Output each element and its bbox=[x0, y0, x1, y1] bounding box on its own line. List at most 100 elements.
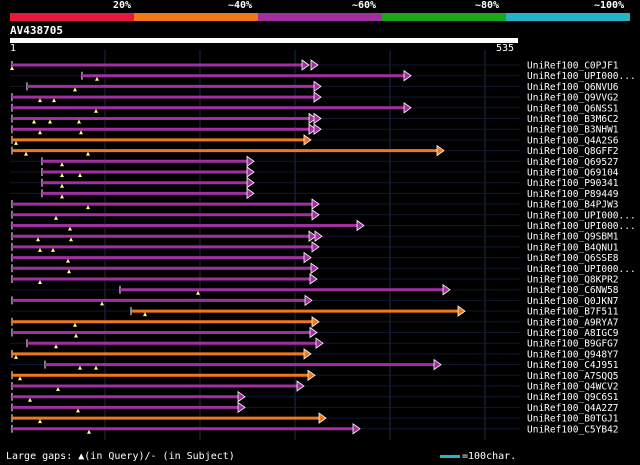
alignment-row[interactable]: UniRef100_Q8GFF2 bbox=[10, 144, 619, 158]
query-gap-marker-icon bbox=[78, 173, 82, 177]
hit-accession-link[interactable]: UniRef100_C6NW58 bbox=[527, 285, 619, 296]
alignment-row[interactable]: UniRef100_B3M6C2 bbox=[10, 112, 619, 126]
query-gap-marker-icon bbox=[94, 108, 98, 113]
hit-accession-link[interactable]: UniRef100_B9GFG7 bbox=[527, 339, 619, 350]
alignment-row[interactable]: UniRef100_C4J951 bbox=[10, 358, 619, 372]
alignment-row[interactable]: UniRef100_B4PJW3 bbox=[10, 198, 619, 211]
alignment-row[interactable]: UniRef100_Q0JKN7 bbox=[10, 294, 619, 307]
query-gap-marker-icon bbox=[78, 365, 82, 370]
query-gap-marker-icon bbox=[100, 301, 104, 306]
query-gap-marker-icon bbox=[38, 130, 42, 135]
hit-end-arrow-icon bbox=[246, 187, 255, 200]
alignment-row[interactable]: UniRef100_Q948Y7 bbox=[10, 348, 619, 361]
alignment-row[interactable]: UniRef100_Q4WCV2 bbox=[10, 380, 619, 393]
alignment-row[interactable]: UniRef100_Q9C6S1 bbox=[10, 390, 619, 404]
alignment-row[interactable]: UniRef100_UPI000... bbox=[10, 209, 636, 222]
alignment-row[interactable]: UniRef100_B0TGJ1 bbox=[10, 412, 619, 425]
alignment-row[interactable]: UniRef100_A8IGC9 bbox=[10, 326, 619, 340]
hit-end-arrow-icon bbox=[246, 166, 255, 178]
hit-accession-link[interactable]: UniRef100_B3M6C2 bbox=[527, 114, 619, 125]
alignment-row[interactable]: UniRef100_C6NW58 bbox=[10, 283, 619, 297]
alignment-row[interactable]: UniRef100_C5YB42 bbox=[10, 423, 619, 436]
hit-accession-link[interactable]: UniRef100_B0TGJ1 bbox=[527, 414, 619, 425]
query-gap-marker-icon bbox=[54, 215, 58, 220]
alignment-row[interactable]: UniRef100_B4QNU1 bbox=[10, 241, 619, 254]
query-gap-marker-icon bbox=[38, 98, 42, 103]
alignment-row[interactable]: UniRef100_P89449 bbox=[10, 187, 619, 200]
hit-accession-link[interactable]: UniRef100_Q6NSS1 bbox=[527, 103, 619, 114]
alignment-row[interactable]: UniRef100_A9RYA7 bbox=[10, 316, 619, 329]
hit-accession-link[interactable]: UniRef100_B4QNU1 bbox=[527, 242, 619, 253]
hit-accession-link[interactable]: UniRef100_UPI000... bbox=[527, 221, 636, 232]
hit-accession-link[interactable]: UniRef100_C0PJF1 bbox=[527, 61, 619, 72]
hit-accession-link[interactable]: UniRef100_B4PJW3 bbox=[527, 200, 619, 211]
hit-accession-link[interactable]: UniRef100_Q6NVU6 bbox=[527, 82, 619, 93]
identity-color-bar bbox=[10, 13, 630, 21]
hit-end-arrow-icon bbox=[310, 262, 319, 275]
query-gap-marker-icon bbox=[51, 247, 55, 252]
alignment-row[interactable]: UniRef100_B7F511 bbox=[10, 305, 619, 318]
hit-accession-link[interactable]: UniRef100_UPI000... bbox=[527, 210, 636, 221]
query-gap-marker-icon bbox=[14, 354, 18, 359]
alignment-row[interactable]: UniRef100_Q4A2S6 bbox=[10, 134, 619, 147]
hit-accession-link[interactable]: UniRef100_B3NHW1 bbox=[527, 125, 619, 136]
hit-accession-link[interactable]: UniRef100_Q8KPR2 bbox=[527, 275, 619, 286]
alignment-row[interactable]: UniRef100_Q69527 bbox=[10, 155, 619, 168]
hit-accession-link[interactable]: UniRef100_A8IGC9 bbox=[527, 328, 619, 339]
alignment-row[interactable]: UniRef100_Q6NSS1 bbox=[10, 102, 619, 115]
query-gap-marker-icon bbox=[10, 66, 14, 70]
alignment-row[interactable]: UniRef100_B9GFG7 bbox=[10, 337, 619, 350]
hit-accession-link[interactable]: UniRef100_UPI000... bbox=[527, 264, 636, 275]
hit-accession-link[interactable]: UniRef100_Q0JKN7 bbox=[527, 296, 619, 307]
alignment-row[interactable]: UniRef100_A7SQQ5 bbox=[10, 369, 619, 382]
hit-accession-link[interactable]: UniRef100_Q9C6S1 bbox=[527, 392, 619, 403]
hit-end-arrow-icon bbox=[313, 91, 322, 103]
hit-accession-link[interactable]: UniRef100_Q6SSE8 bbox=[527, 253, 619, 264]
alignment-row[interactable]: UniRef100_Q9SBM1 bbox=[10, 230, 619, 243]
hit-end-arrow-icon bbox=[356, 219, 365, 232]
legend-segment-orange bbox=[134, 13, 258, 21]
alignment-row[interactable]: UniRef100_Q9VVG2 bbox=[10, 91, 619, 104]
alignment-row[interactable]: UniRef100_Q69104 bbox=[10, 166, 619, 179]
hit-accession-link[interactable]: UniRef100_Q948Y7 bbox=[527, 349, 619, 360]
alignment-row[interactable]: UniRef100_Q4A2Z7 bbox=[10, 401, 619, 414]
alignment-row[interactable]: UniRef100_B3NHW1 bbox=[10, 123, 619, 136]
hit-accession-link[interactable]: UniRef100_Q4WCV2 bbox=[527, 382, 619, 393]
hit-accession-link[interactable]: UniRef100_C5YB42 bbox=[527, 424, 619, 435]
hit-accession-link[interactable]: UniRef100_A9RYA7 bbox=[527, 317, 619, 328]
alignment-row[interactable]: UniRef100_Q6NVU6 bbox=[10, 80, 619, 93]
alignment-row[interactable]: UniRef100_UPI000... bbox=[10, 69, 636, 83]
hit-accession-link[interactable]: UniRef100_Q9SBM1 bbox=[527, 232, 619, 243]
query-gap-marker-icon bbox=[36, 237, 40, 242]
alignment-row[interactable]: UniRef100_UPI000... bbox=[10, 219, 636, 233]
hit-accession-link[interactable]: UniRef100_A7SQQ5 bbox=[527, 371, 619, 382]
hit-accession-link[interactable]: UniRef100_C4J951 bbox=[527, 360, 619, 371]
hit-accession-link[interactable]: UniRef100_UPI000... bbox=[527, 71, 636, 82]
query-title: AV438705 bbox=[10, 24, 63, 37]
hit-end-arrow-icon bbox=[311, 316, 320, 328]
alignment-row[interactable]: UniRef100_Q6SSE8 bbox=[10, 251, 619, 265]
hit-accession-link[interactable]: UniRef100_Q69104 bbox=[527, 168, 619, 179]
query-gap-marker-icon bbox=[24, 151, 28, 156]
alignment-row[interactable]: UniRef100_UPI000... bbox=[10, 262, 636, 275]
hit-accession-link[interactable]: UniRef100_Q4A2Z7 bbox=[527, 403, 619, 414]
query-gap-marker-icon bbox=[86, 151, 90, 156]
alignment-row[interactable]: UniRef100_Q8KPR2 bbox=[10, 273, 619, 286]
hit-accession-link[interactable]: UniRef100_P89449 bbox=[527, 189, 619, 200]
legend-label-20: 20% bbox=[113, 0, 132, 11]
hit-accession-link[interactable]: UniRef100_P90341 bbox=[527, 178, 619, 189]
hit-accession-link[interactable]: UniRef100_Q8GFF2 bbox=[527, 146, 619, 157]
alignment-row[interactable]: UniRef100_P90341 bbox=[10, 176, 619, 190]
alignment-row[interactable]: UniRef100_C0PJF1 bbox=[10, 59, 619, 72]
gap-triangle-icon: ▲ bbox=[78, 451, 85, 462]
hit-end-arrow-icon bbox=[311, 241, 320, 253]
hit-accession-link[interactable]: UniRef100_Q9VVG2 bbox=[527, 93, 619, 104]
query-gap-marker-icon bbox=[66, 258, 70, 263]
query-gap-marker-icon bbox=[76, 408, 80, 413]
hit-accession-link[interactable]: UniRef100_B7F511 bbox=[527, 307, 619, 318]
query-ruler bbox=[10, 38, 518, 43]
hit-accession-link[interactable]: UniRef100_Q4A2S6 bbox=[527, 135, 619, 146]
hit-accession-link[interactable]: UniRef100_Q69527 bbox=[527, 157, 619, 168]
legend-label-80: ~80% bbox=[475, 0, 500, 11]
